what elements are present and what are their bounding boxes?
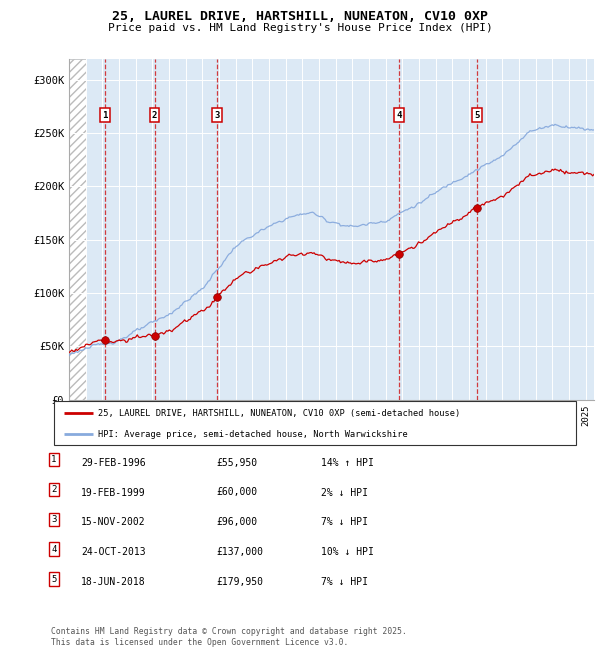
Text: 18-JUN-2018: 18-JUN-2018 — [81, 577, 146, 587]
Text: 25, LAUREL DRIVE, HARTSHILL, NUNEATON, CV10 0XP: 25, LAUREL DRIVE, HARTSHILL, NUNEATON, C… — [112, 10, 488, 23]
Text: 25, LAUREL DRIVE, HARTSHILL, NUNEATON, CV10 0XP (semi-detached house): 25, LAUREL DRIVE, HARTSHILL, NUNEATON, C… — [98, 409, 461, 418]
Text: £137,000: £137,000 — [216, 547, 263, 557]
Text: 5: 5 — [474, 111, 479, 120]
Text: £96,000: £96,000 — [216, 517, 257, 527]
Text: £60,000: £60,000 — [216, 488, 257, 497]
Text: 15-NOV-2002: 15-NOV-2002 — [81, 517, 146, 527]
Text: £55,950: £55,950 — [216, 458, 257, 467]
Text: HPI: Average price, semi-detached house, North Warwickshire: HPI: Average price, semi-detached house,… — [98, 430, 408, 439]
Bar — [69, 58, 86, 400]
Text: 1: 1 — [51, 455, 56, 464]
Text: 3: 3 — [214, 111, 220, 120]
Text: 2: 2 — [51, 485, 56, 494]
Text: 1: 1 — [103, 111, 107, 120]
Text: 14% ↑ HPI: 14% ↑ HPI — [321, 458, 374, 467]
Text: 2: 2 — [152, 111, 157, 120]
Text: 10% ↓ HPI: 10% ↓ HPI — [321, 547, 374, 557]
FancyBboxPatch shape — [54, 401, 576, 445]
Text: Contains HM Land Registry data © Crown copyright and database right 2025.
This d: Contains HM Land Registry data © Crown c… — [51, 627, 407, 647]
Text: 24-OCT-2013: 24-OCT-2013 — [81, 547, 146, 557]
Text: 19-FEB-1999: 19-FEB-1999 — [81, 488, 146, 497]
Text: 2% ↓ HPI: 2% ↓ HPI — [321, 488, 368, 497]
Text: 5: 5 — [51, 575, 56, 584]
Text: Price paid vs. HM Land Registry's House Price Index (HPI): Price paid vs. HM Land Registry's House … — [107, 23, 493, 32]
Text: 3: 3 — [51, 515, 56, 524]
Text: 7% ↓ HPI: 7% ↓ HPI — [321, 577, 368, 587]
Text: 4: 4 — [397, 111, 402, 120]
Text: £179,950: £179,950 — [216, 577, 263, 587]
Text: 29-FEB-1996: 29-FEB-1996 — [81, 458, 146, 467]
Text: 4: 4 — [51, 545, 56, 554]
Text: 7% ↓ HPI: 7% ↓ HPI — [321, 517, 368, 527]
